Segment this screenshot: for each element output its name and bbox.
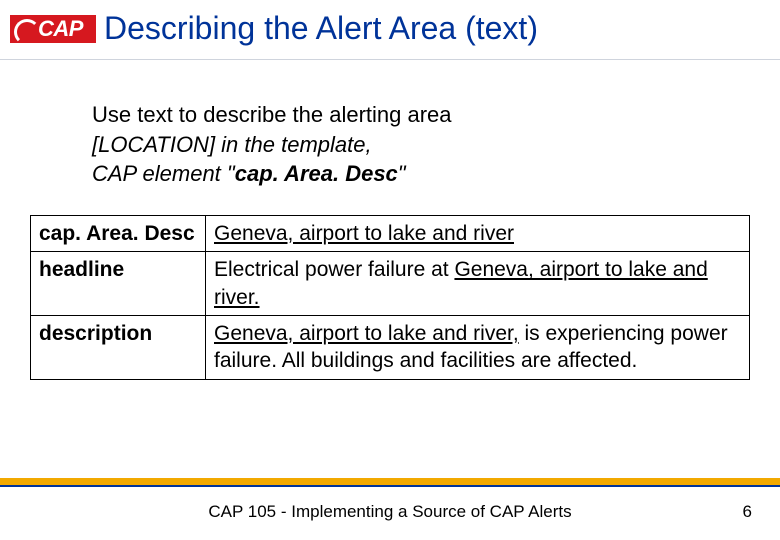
header-divider — [0, 59, 780, 60]
intro-line-3: CAP element "cap. Area. Desc" — [92, 159, 780, 189]
cap-logo: CAP — [10, 15, 96, 43]
logo-text: CAP — [38, 16, 83, 42]
page-number: 6 — [743, 502, 752, 522]
table-row: headline Electrical power failure at Gen… — [31, 252, 750, 316]
intro-line-2: [LOCATION] in the template, — [92, 130, 780, 160]
table-row: cap. Area. Desc Geneva, airport to lake … — [31, 216, 750, 252]
cell-value: Geneva, airport to lake and river, is ex… — [206, 315, 750, 379]
intro-text: Use text to describe the alerting area [… — [92, 100, 780, 189]
footer-text: CAP 105 - Implementing a Source of CAP A… — [0, 502, 780, 522]
cell-label: cap. Area. Desc — [31, 216, 206, 252]
slide-header: CAP Describing the Alert Area (text) — [0, 0, 780, 47]
cell-value: Geneva, airport to lake and river — [206, 216, 750, 252]
cell-value: Electrical power failure at Geneva, airp… — [206, 252, 750, 316]
intro-line-1: Use text to describe the alerting area — [92, 100, 780, 130]
cell-label: headline — [31, 252, 206, 316]
slide-title: Describing the Alert Area (text) — [104, 10, 538, 47]
definition-table: cap. Area. Desc Geneva, airport to lake … — [30, 215, 750, 379]
footer-accent-bar — [0, 478, 780, 485]
logo-swirl-icon — [12, 17, 36, 41]
table-row: description Geneva, airport to lake and … — [31, 315, 750, 379]
cell-label: description — [31, 315, 206, 379]
